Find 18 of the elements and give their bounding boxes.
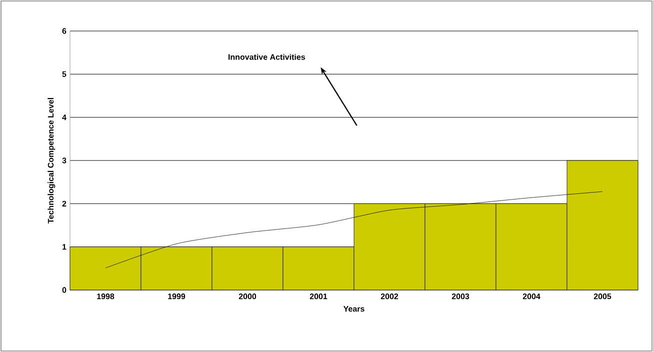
x-tick-label: 1998 <box>97 294 114 300</box>
x-axis-title: Years <box>343 306 364 312</box>
annotation: Innovative Activities <box>228 54 306 60</box>
x-tick-label: 2003 <box>452 294 470 300</box>
x-tick-label: 2001 <box>310 294 328 300</box>
y-tick-label: 0 <box>62 287 66 293</box>
x-tick-label: 2004 <box>522 294 540 300</box>
y-tick-label: 5 <box>62 71 66 77</box>
y-tick-label: 2 <box>62 200 66 206</box>
y-tick-label: 1 <box>62 244 66 250</box>
y-tick-label: 4 <box>62 114 66 120</box>
y-tick-label: 3 <box>62 158 66 164</box>
y-tick-label: 6 <box>62 28 66 34</box>
x-tick-label: 1999 <box>168 294 186 300</box>
y-axis-title: Technological Competence Level <box>48 98 56 224</box>
x-tick-label: 2000 <box>238 294 256 300</box>
x-tick-label: 2002 <box>380 294 398 300</box>
x-tick-label: 2005 <box>594 294 612 300</box>
